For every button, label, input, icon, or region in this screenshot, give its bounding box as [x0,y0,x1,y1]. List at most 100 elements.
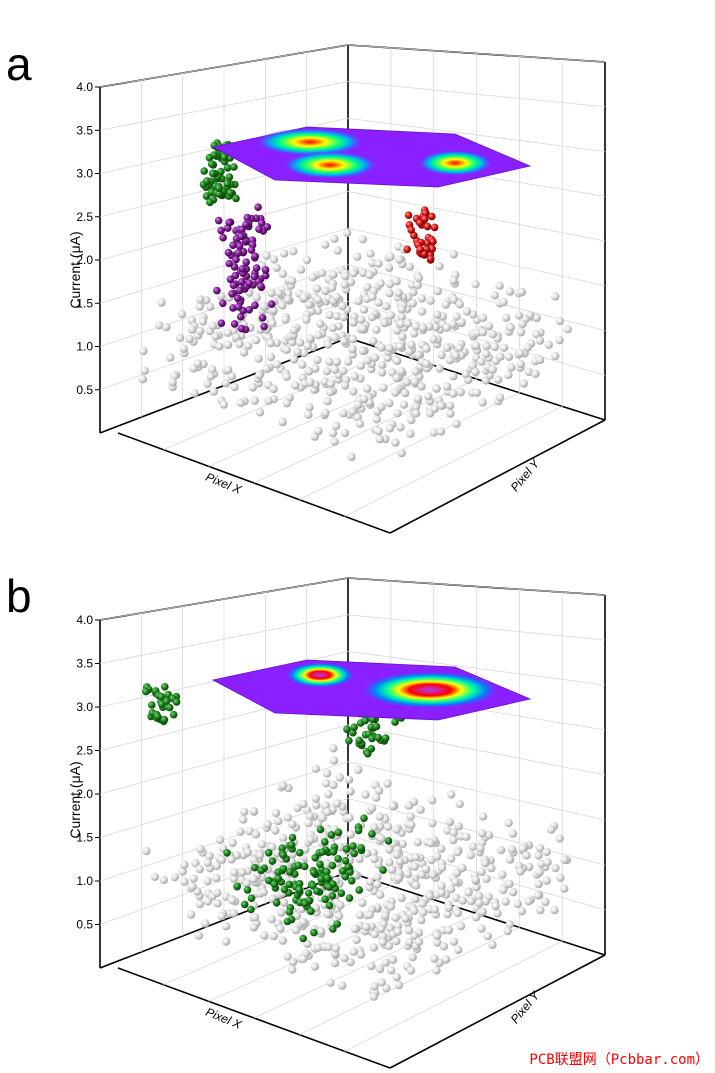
data-point [289,957,298,967]
data-point [444,925,454,935]
panel-b: b 0.51.01.52.02.53.03.54.0 Current (μA) … [6,570,606,1069]
data-point [194,931,204,940]
data-point [346,958,355,967]
data-point [312,284,322,293]
data-point [375,964,385,974]
data-point [323,807,332,817]
data-point [161,683,169,691]
data-point [396,423,405,432]
data-point [206,302,215,311]
data-point [138,375,147,384]
data-point [466,851,475,860]
data-point [215,342,224,351]
data-point [408,299,418,308]
data-point [392,373,401,383]
data-point [238,265,247,273]
data-point [446,885,456,894]
data-point [501,313,511,322]
data-point [397,893,406,903]
data-point [288,820,297,829]
data-point [283,295,292,304]
data-point [369,336,378,346]
data-point [229,241,237,249]
z-tick-label: 1.0 [76,340,93,354]
data-point [250,913,260,922]
data-point [435,364,444,373]
data-point [410,931,419,940]
data-point [377,343,386,352]
data-point [247,894,256,902]
data-point [282,345,291,354]
data-point [394,873,403,883]
data-point [341,271,350,281]
z-tick-label: 3.5 [76,657,93,671]
data-point [323,874,332,882]
data-point [524,367,533,377]
data-point [422,344,431,353]
data-point [401,914,410,923]
data-point [421,209,430,217]
data-point [517,907,526,916]
data-point [344,775,354,784]
data-point [305,812,315,821]
data-point [257,219,266,227]
data-point [257,282,265,291]
data-point [180,860,189,870]
data-point [255,408,265,417]
data-point [287,841,296,849]
data-point [334,855,342,863]
data-point [280,885,289,894]
data-point [216,292,226,301]
data-point [288,276,297,285]
data-point [215,835,225,845]
data-point [284,289,293,298]
data-point [504,370,513,380]
data-point [525,862,534,872]
data-point [331,944,341,953]
data-point [249,807,259,816]
data-point [414,273,423,283]
data-point [341,872,350,881]
data-point [338,981,347,990]
data-point [208,169,217,178]
data-point [385,344,394,353]
data-point [321,240,330,249]
data-point [398,332,407,341]
data-point [326,388,335,397]
data-point [428,796,437,805]
data-point [172,698,181,706]
data-point [219,400,229,409]
data-point [169,710,178,719]
data-point [542,847,551,857]
data-point [449,250,458,259]
data-point [556,873,565,882]
data-point [504,352,514,361]
z-tick-label: 1.0 [76,874,93,888]
data-point [394,288,403,297]
data-point [153,712,162,721]
data-point [180,877,189,886]
data-point [482,874,491,884]
data-point [454,945,463,955]
data-point [224,248,233,257]
data-point [247,246,256,254]
data-point [518,319,527,329]
data-point [230,868,239,877]
data-point [472,882,481,892]
data-point [414,350,423,360]
data-point [322,779,331,788]
z-tick-label: 3.0 [76,700,93,714]
data-point [353,252,362,261]
data-point [431,323,440,332]
data-point [250,272,258,281]
data-point [225,173,234,181]
data-point [369,848,378,857]
data-point [509,888,518,897]
data-point [313,355,322,365]
data-point [370,823,379,832]
data-point [321,895,330,904]
data-point [299,293,309,302]
data-point [482,349,491,358]
data-point [298,360,307,369]
data-point [413,838,422,847]
